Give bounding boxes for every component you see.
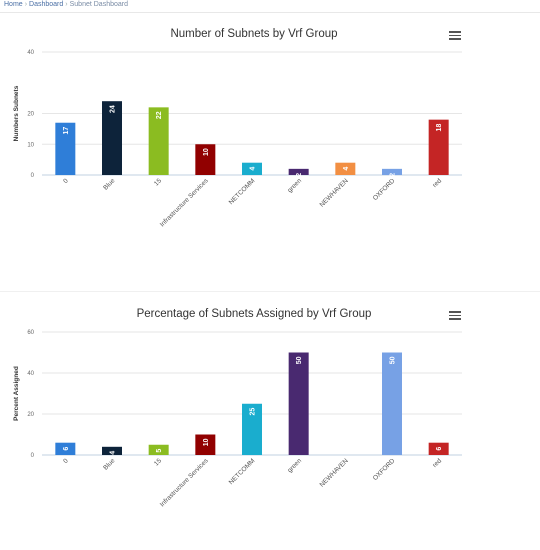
bar[interactable] bbox=[335, 162, 356, 175]
breadcrumb: Home › Dashboard › Subnet Dashboard bbox=[4, 1, 128, 8]
data-label: 50 bbox=[296, 356, 303, 364]
y-axis-label: Numbers Subnets bbox=[13, 85, 20, 141]
x-tick-label: NEWHAVEN bbox=[319, 177, 350, 208]
data-label: 25 bbox=[250, 408, 257, 416]
bar[interactable] bbox=[242, 403, 262, 455]
bar[interactable] bbox=[288, 168, 309, 175]
bar[interactable] bbox=[428, 119, 449, 175]
data-label: 50 bbox=[390, 356, 397, 364]
bar[interactable] bbox=[195, 434, 216, 456]
y-axis-label: Percent Assigned bbox=[13, 366, 20, 421]
bar[interactable] bbox=[288, 352, 309, 456]
data-label: 10 bbox=[203, 438, 210, 446]
data-label: 24 bbox=[110, 105, 117, 113]
x-tick-label: 0 bbox=[62, 457, 70, 465]
x-tick-label: green bbox=[286, 177, 303, 194]
x-tick-label: 15 bbox=[153, 177, 163, 187]
x-tick-label: NETCOMM bbox=[228, 177, 257, 206]
x-tick-label: Blue bbox=[102, 457, 116, 471]
y-tick-label: 0 bbox=[31, 173, 35, 179]
data-label: 2 bbox=[296, 173, 303, 177]
bar[interactable] bbox=[382, 352, 402, 456]
y-tick-label: 40 bbox=[27, 50, 34, 56]
breadcrumb-separator: › bbox=[24, 1, 28, 8]
data-label: 6 bbox=[436, 447, 443, 451]
x-tick-label: NEWHAVEN bbox=[319, 457, 350, 488]
x-tick-label: red bbox=[431, 457, 443, 469]
y-tick-label: 60 bbox=[27, 330, 34, 336]
breadcrumb-home-link[interactable]: Home bbox=[4, 1, 23, 8]
x-tick-label: Blue bbox=[102, 177, 116, 191]
data-label: 2 bbox=[390, 173, 397, 177]
data-label: 6 bbox=[63, 447, 70, 451]
breadcrumb-current: Subnet Dashboard bbox=[69, 1, 129, 8]
subnets-percent-chart: Percentage of Subnets Assigned by Vrf Gr… bbox=[13, 308, 462, 508]
data-label: 22 bbox=[156, 111, 163, 119]
data-label: 5 bbox=[156, 449, 163, 453]
data-label: 17 bbox=[63, 127, 70, 135]
section-divider bbox=[0, 291, 540, 292]
data-label: 18 bbox=[436, 124, 443, 132]
breadcrumb-dashboard-link[interactable]: Dashboard bbox=[29, 1, 64, 8]
bar[interactable] bbox=[55, 122, 76, 175]
x-tick-label: Infrastructure Services bbox=[159, 177, 210, 228]
y-tick-label: 20 bbox=[27, 112, 34, 118]
x-tick-label: NETCOMM bbox=[228, 457, 257, 486]
subnets-count-chart: Number of Subnets by Vrf Group Numbers Su… bbox=[13, 28, 462, 228]
y-tick-label: 20 bbox=[27, 412, 34, 418]
chart-title: Number of Subnets by Vrf Group bbox=[170, 28, 337, 40]
data-label: 4 bbox=[343, 167, 350, 171]
subnets-percent-chart-panel: Percentage of Subnets Assigned by Vrf Gr… bbox=[0, 300, 470, 550]
bar[interactable] bbox=[148, 444, 169, 455]
x-tick-label: OXFORD bbox=[372, 177, 397, 202]
subnets-count-chart-panel: Number of Subnets by Vrf Group Numbers Su… bbox=[0, 20, 470, 270]
y-tick-label: 0 bbox=[31, 453, 35, 459]
bar[interactable] bbox=[428, 442, 449, 455]
chart-title: Percentage of Subnets Assigned by Vrf Gr… bbox=[137, 308, 372, 320]
bar[interactable] bbox=[102, 101, 122, 175]
bar[interactable] bbox=[148, 107, 169, 175]
bar[interactable] bbox=[195, 144, 216, 175]
x-tick-label: 0 bbox=[62, 177, 70, 185]
x-tick-label: green bbox=[286, 457, 303, 474]
data-label: 10 bbox=[203, 148, 210, 156]
header-divider bbox=[0, 12, 540, 13]
y-tick-label: 40 bbox=[27, 371, 34, 377]
bar[interactable] bbox=[382, 168, 402, 175]
x-tick-label: OXFORD bbox=[372, 457, 397, 482]
x-tick-label: 15 bbox=[153, 457, 163, 467]
breadcrumb-separator: › bbox=[65, 1, 68, 8]
data-label: 4 bbox=[250, 167, 257, 171]
bar[interactable] bbox=[55, 442, 76, 455]
y-tick-label: 10 bbox=[27, 142, 34, 148]
x-tick-label: Infrastructure Services bbox=[159, 457, 210, 508]
chart-menu-icon[interactable] bbox=[449, 31, 461, 41]
bar[interactable] bbox=[102, 446, 122, 455]
bar[interactable] bbox=[242, 162, 262, 175]
data-label: 4 bbox=[110, 451, 117, 455]
x-tick-label: red bbox=[431, 177, 443, 189]
chart-menu-icon[interactable] bbox=[449, 311, 461, 321]
